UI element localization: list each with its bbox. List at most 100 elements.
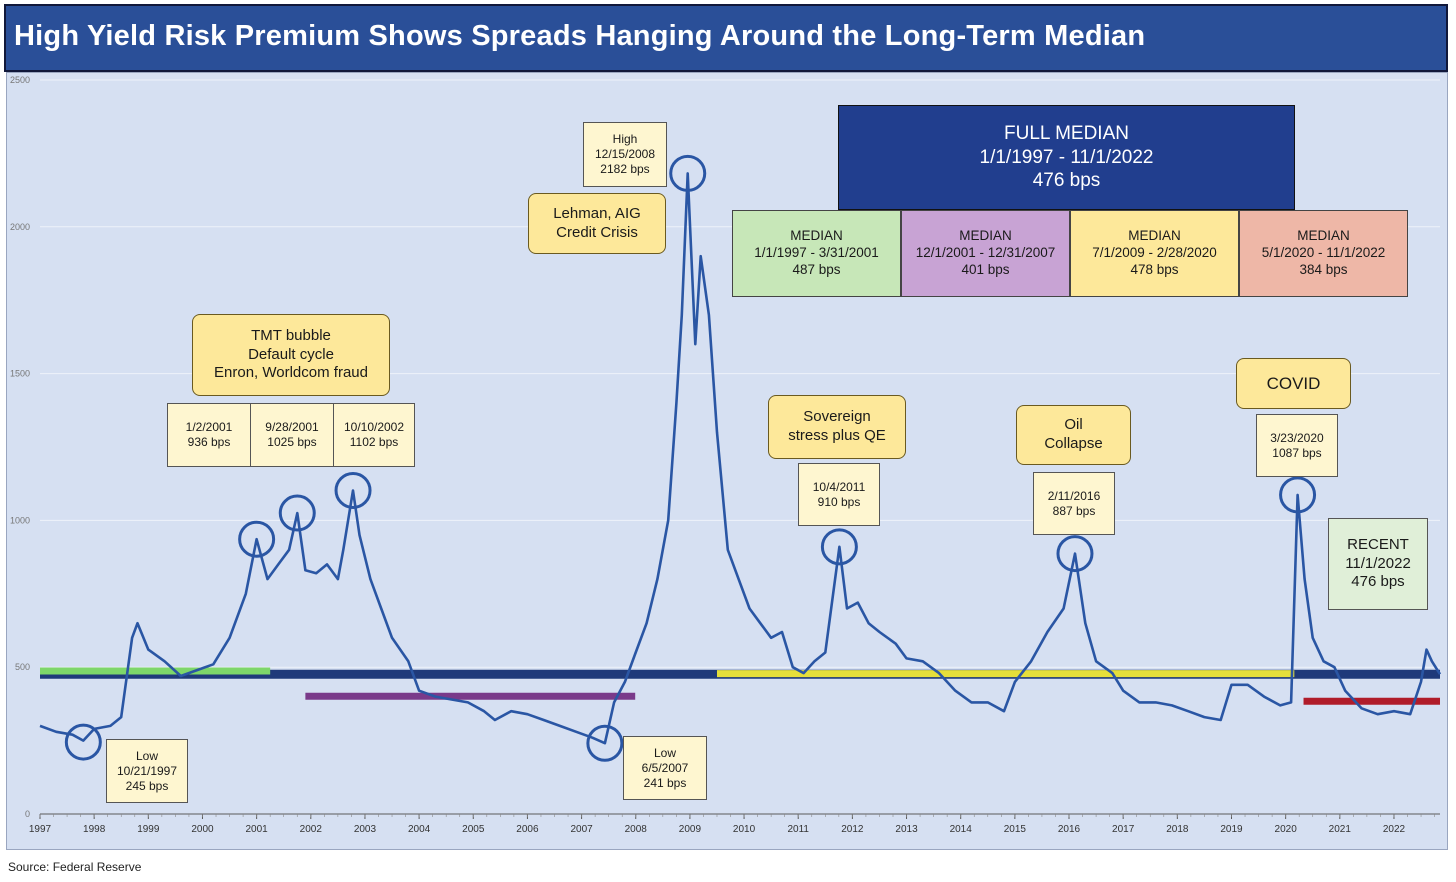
label-peak-2001a: 1/2/2001 936 bps xyxy=(167,403,251,467)
full-median-line: 1/1/1997 - 11/1/2022 xyxy=(979,146,1154,168)
label-peak-2020: 3/23/2020 1087 bps xyxy=(1256,414,1338,477)
x-tick-label: 1997 xyxy=(29,824,52,835)
x-tick-label: 2020 xyxy=(1275,824,1298,835)
annotation-lehman-line: Lehman, AIG xyxy=(553,204,641,222)
median-box-1: MEDIAN 1/1/1997 - 3/31/2001 487 bps xyxy=(732,210,901,297)
label-high-2008: High 12/15/2008 2182 bps xyxy=(583,122,667,187)
label-low-2007: Low 6/5/2007 241 bps xyxy=(623,736,707,800)
label-line: Low xyxy=(135,748,158,763)
x-tick-label: 2001 xyxy=(246,824,269,835)
label-line: 241 bps xyxy=(643,775,687,790)
median-line: MEDIAN xyxy=(1297,228,1350,244)
annotation-sovereign: Sovereign stress plus QE xyxy=(768,395,906,459)
y-tick-label: 1500 xyxy=(10,369,30,379)
circled-point-marker xyxy=(334,471,372,509)
source-note: Source: Federal Reserve xyxy=(8,860,142,874)
median-line: 1/1/1997 - 3/31/2001 xyxy=(754,245,879,261)
x-tick-label: 2012 xyxy=(841,824,864,835)
y-tick-label: 2500 xyxy=(10,75,30,85)
annotation-oil-line: Collapse xyxy=(1044,435,1103,452)
circled-point-marker xyxy=(1279,476,1317,514)
x-tick-label: 2007 xyxy=(570,824,593,835)
y-tick-label: 1000 xyxy=(10,515,30,525)
annotation-tmt-line: TMT bubble xyxy=(251,326,331,344)
label-line: 1087 bps xyxy=(1272,445,1322,460)
y-tick-label: 0 xyxy=(25,809,30,819)
spread-series-line xyxy=(39,172,1442,745)
x-tick-label: 2015 xyxy=(1004,824,1027,835)
label-peak-2002: 10/10/2002 1102 bps xyxy=(333,403,415,467)
label-line: 887 bps xyxy=(1052,503,1096,518)
x-tick-label: 1998 xyxy=(83,824,106,835)
circled-point-marker xyxy=(669,154,707,192)
label-line: 10/4/2011 xyxy=(812,479,866,494)
label-line: 2/11/2016 xyxy=(1047,488,1101,503)
label-line: 476 bps xyxy=(1351,573,1405,591)
x-tick-label: 2005 xyxy=(462,824,485,835)
median-line: MEDIAN xyxy=(790,228,843,244)
x-tick-label: 2011 xyxy=(787,824,809,835)
label-peak-2016: 2/11/2016 887 bps xyxy=(1033,472,1115,535)
annotation-covid-line: COVID xyxy=(1266,373,1321,393)
annotation-tmt-line: Enron, Worldcom fraud xyxy=(214,364,368,382)
label-line: RECENT xyxy=(1347,535,1409,553)
circled-point-marker xyxy=(238,520,276,558)
full-median-box: FULL MEDIAN 1/1/1997 - 11/1/2022 476 bps xyxy=(838,105,1295,210)
label-peak-2001b: 9/28/2001 1025 bps xyxy=(250,403,334,467)
median-line: 12/1/2001 - 12/31/2007 xyxy=(915,245,1056,261)
label-line: 1102 bps xyxy=(349,435,399,449)
median-line: 401 bps xyxy=(961,261,1010,277)
x-tick-label: 2000 xyxy=(191,824,214,835)
label-line: 12/15/2008 xyxy=(594,147,656,161)
label-peak-2011: 10/4/2011 910 bps xyxy=(798,463,880,526)
annotation-oil-line: Oil xyxy=(1064,416,1083,434)
x-tick-label: 2013 xyxy=(895,824,918,835)
label-line: 1025 bps xyxy=(267,435,317,449)
annotation-oil: Oil Collapse xyxy=(1016,405,1131,465)
label-line: 936 bps xyxy=(187,435,231,449)
x-tick-label: 2022 xyxy=(1383,824,1406,835)
label-line: 10/21/1997 xyxy=(116,763,178,778)
circled-point-marker xyxy=(820,528,858,566)
x-tick-label: 2010 xyxy=(733,824,756,835)
y-tick-label: 500 xyxy=(15,662,30,672)
x-tick-label: 2017 xyxy=(1112,824,1135,835)
y-tick-label: 2000 xyxy=(10,222,30,232)
label-line: 910 bps xyxy=(817,494,861,509)
annotation-sovereign-line: Sovereign xyxy=(803,408,871,426)
x-tick-label: 2018 xyxy=(1166,824,1189,835)
x-tick-label: 2014 xyxy=(950,824,973,835)
label-line: 9/28/2001 xyxy=(265,420,319,434)
label-line: 11/1/2022 xyxy=(1345,554,1411,572)
annotation-sovereign-line: stress plus QE xyxy=(788,427,886,444)
label-line: 10/10/2002 xyxy=(343,420,405,434)
label-line: High xyxy=(612,132,638,146)
label-line: 3/23/2020 xyxy=(1270,430,1324,445)
x-tick-label: 2021 xyxy=(1329,824,1352,835)
x-tick-label: 2002 xyxy=(300,824,323,835)
x-tick-label: 2003 xyxy=(354,824,377,835)
label-recent: RECENT 11/1/2022 476 bps xyxy=(1328,518,1428,610)
median-line: 5/1/2020 - 11/1/2022 xyxy=(1261,245,1386,261)
x-tick-label: 2006 xyxy=(516,824,539,835)
median-line: 478 bps xyxy=(1130,261,1179,277)
annotation-lehman: Lehman, AIG Credit Crisis xyxy=(528,193,666,254)
full-median-line: FULL MEDIAN xyxy=(1004,122,1129,144)
circled-points xyxy=(64,154,1317,762)
circled-point-marker xyxy=(586,724,624,762)
full-median-line: 476 bps xyxy=(1032,170,1101,192)
label-line: 6/5/2007 xyxy=(641,760,689,775)
annotation-lehman-line: Credit Crisis xyxy=(556,223,638,241)
label-low-1997: Low 10/21/1997 245 bps xyxy=(106,739,188,803)
x-axis: 1997 1998 1999 2000 2001 2002 2003 2004 2005 2006… xyxy=(29,813,1440,835)
median-box-4: MEDIAN 5/1/2020 - 11/1/2022 384 bps xyxy=(1239,210,1408,297)
median-line: 487 bps xyxy=(792,261,841,277)
label-line: Low xyxy=(653,745,676,760)
y-axis: 0 500 1000 1500 2000 2500 xyxy=(10,75,30,819)
median-lines xyxy=(40,667,1440,705)
x-tick-label: 2004 xyxy=(408,824,431,835)
annotation-tmt: TMT bubble Default cycle Enron, Worldcom… xyxy=(192,314,390,396)
label-line: 1/2/2001 xyxy=(185,420,233,434)
title-bar: High Yield Risk Premium Shows Spreads Ha… xyxy=(4,4,1448,72)
circled-point-marker xyxy=(64,723,102,761)
